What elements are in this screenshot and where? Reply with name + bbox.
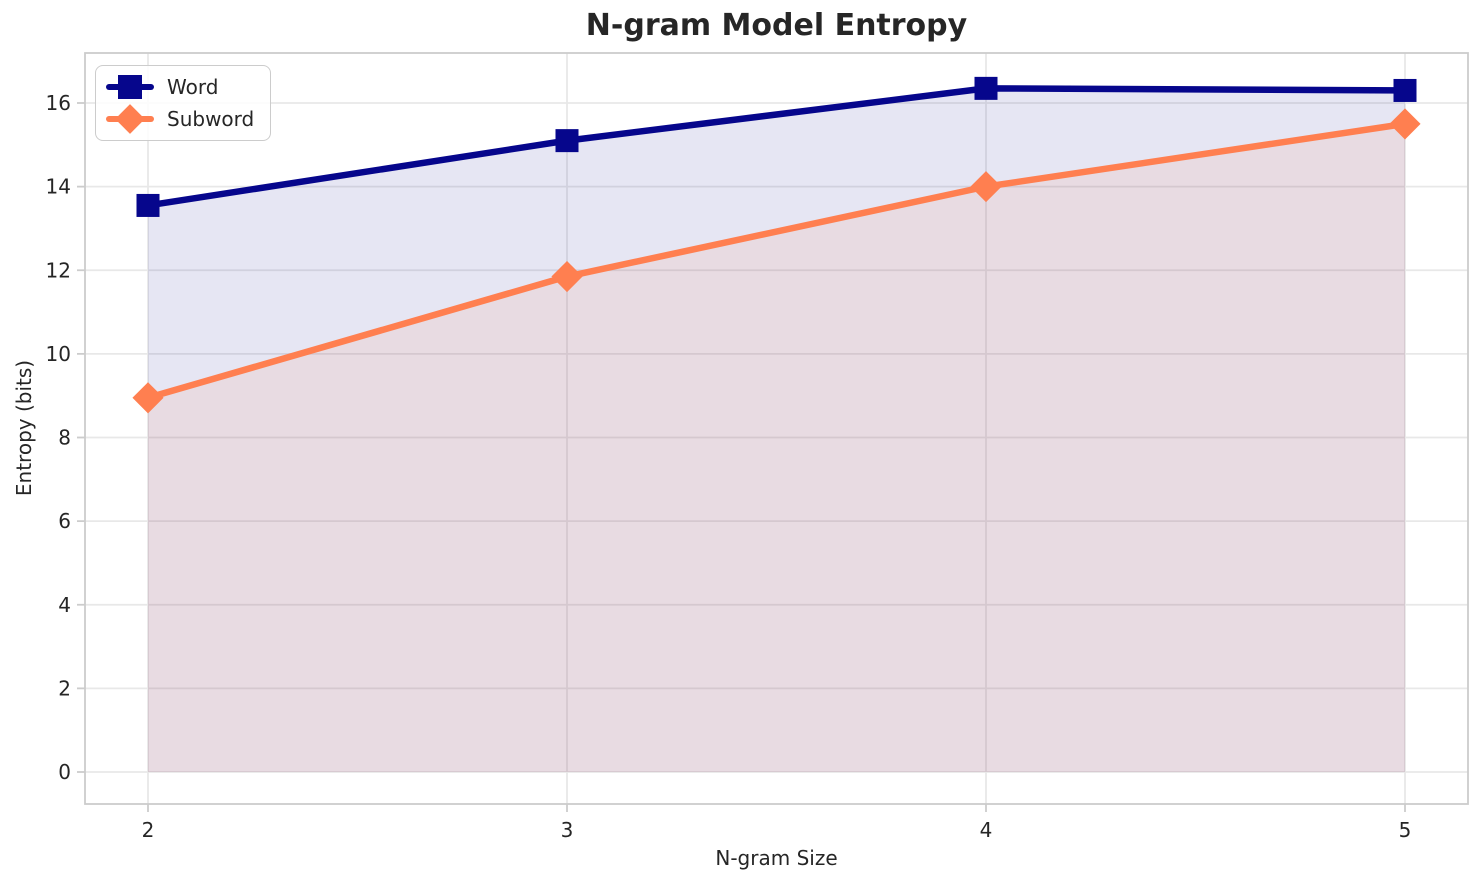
word-square-marker-icon: [118, 75, 142, 99]
plot-spines: [84, 52, 1469, 805]
y-tick-label: 12: [46, 258, 71, 282]
legend-label: Word: [167, 75, 219, 99]
x-axis-label: N-gram Size: [715, 846, 838, 870]
y-tick-label: 10: [46, 342, 71, 366]
y-tick-label: 4: [58, 593, 71, 617]
series-fill-subword: [148, 123, 1405, 772]
word-square-marker: [555, 129, 579, 153]
x-tick-label: 5: [1399, 818, 1412, 842]
word-square-marker: [974, 76, 998, 100]
legend-label: Subword: [167, 107, 255, 131]
word-square-marker: [1393, 78, 1417, 102]
series-line-subword: [144, 120, 1409, 402]
y-axis-label: Entropy (bits): [12, 359, 36, 497]
y-tick-label: 6: [58, 509, 71, 533]
x-tick-label: 4: [980, 818, 993, 842]
subword-diamond-marker: [132, 382, 164, 414]
chart-title: N-gram Model Entropy: [585, 8, 968, 43]
legend-item-subword: Subword: [106, 103, 254, 135]
subword-diamond-marker-icon: [115, 104, 145, 134]
series-fill-word: [148, 88, 1405, 773]
legend: Word Subword: [95, 65, 272, 141]
subword-legend-sample: [106, 103, 154, 135]
y-tick-label: 8: [58, 426, 71, 450]
y-tick-label: 14: [46, 175, 71, 199]
y-tick-label: 2: [58, 676, 71, 700]
y-tick-label: 16: [46, 91, 71, 115]
x-tick-label: 2: [142, 818, 155, 842]
x-tick-label: 3: [561, 818, 574, 842]
word-legend-sample: [106, 71, 154, 103]
y-tick-label: 0: [58, 760, 71, 784]
series-line-word: [144, 85, 1409, 209]
word-square-marker: [136, 193, 160, 217]
legend-item-word: Word: [106, 71, 254, 103]
